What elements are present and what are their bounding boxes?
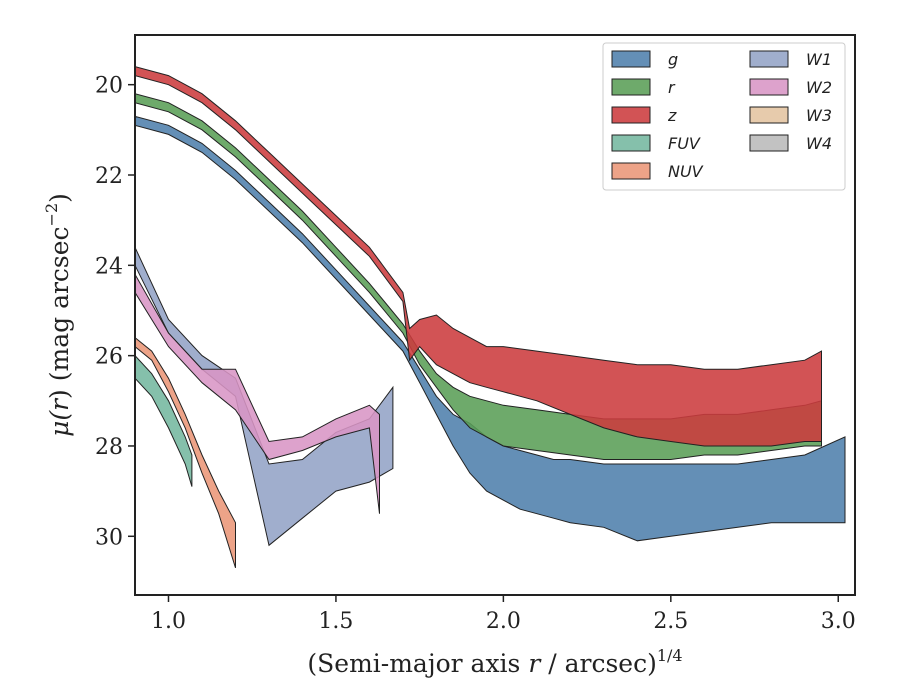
x-axis-label: (Semi-major axis r / arcsec)1/4 (307, 646, 682, 678)
legend-swatch-w3 (749, 106, 789, 124)
band-z (135, 66, 822, 447)
y-tick-label: 20 (95, 74, 123, 99)
plot-frame (134, 34, 856, 596)
x-tick-label: 2.0 (486, 609, 521, 634)
y-tick-label: 24 (95, 254, 123, 279)
legend-label-w2: W2 (806, 78, 832, 97)
band-fuv (135, 354, 193, 487)
legend: grz FUV NUV W1 W2 W3 W4 (602, 42, 846, 191)
x-axis-ticks: 1.0 1.5 2.0 2.5 3.0 (151, 595, 856, 634)
y-tick-label: 30 (95, 525, 123, 550)
band-w2 (135, 273, 380, 514)
band-nuv (135, 336, 236, 569)
legend-label-w1: W1 (806, 50, 832, 69)
x-tick-label: 3.0 (821, 609, 856, 634)
y-axis-ticks: 20 22 24 26 28 30 (95, 74, 135, 550)
legend-label-w3: W3 (806, 106, 832, 125)
y-tick-label: 28 (95, 435, 123, 460)
legend-swatch-w1 (749, 50, 789, 68)
y-tick-label: 22 (95, 164, 123, 189)
band-g (135, 115, 846, 542)
legend-swatch-fuv (611, 134, 651, 152)
legend-label-nuv: NUV (668, 162, 704, 181)
legend-label-r: r (668, 78, 676, 97)
y-tick-label: 26 (95, 345, 123, 370)
legend-label-fuv: FUV (668, 134, 701, 153)
x-tick-label: 1.5 (318, 609, 353, 634)
y-axis-label: μ(r) (mag arcsec−2) (42, 193, 74, 437)
series-bands (135, 66, 846, 569)
legend-label-w4: W4 (806, 134, 832, 153)
legend-swatch-w2 (749, 78, 789, 96)
legend-swatch-g (611, 50, 651, 68)
x-tick-label: 1.0 (151, 609, 186, 634)
legend-swatch-nuv (611, 162, 651, 180)
legend-swatch-r (611, 78, 651, 96)
x-tick-label: 2.5 (653, 609, 688, 634)
legend-label-g: g (668, 50, 678, 69)
legend-swatch-w4 (749, 134, 789, 152)
legend-swatch-z (611, 106, 651, 124)
legend-label-z: z (667, 106, 677, 125)
